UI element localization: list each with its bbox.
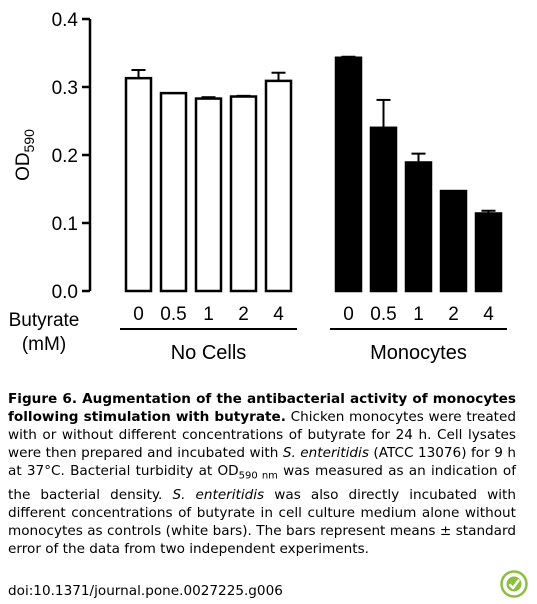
bar bbox=[439, 189, 468, 293]
x-tick-label: 4 bbox=[273, 304, 284, 325]
bar bbox=[124, 76, 153, 293]
x-axis-labels: 0 0.5 1 2 4 No Cells 0 0.5 1 2 4 Monocytes bbox=[120, 304, 507, 364]
bar bbox=[404, 161, 433, 293]
y-axis: 0.0 0.1 0.2 0.3 0.4 bbox=[52, 10, 92, 303]
x-tick-label: 2 bbox=[238, 304, 249, 325]
y-axis-label-subscript: 590 bbox=[21, 129, 37, 153]
x-axis-label-line-1: Butyrate bbox=[9, 310, 80, 331]
bar bbox=[264, 79, 293, 293]
y-tick-label: 0.0 bbox=[52, 282, 78, 303]
doi-link[interactable]: doi:10.1371/journal.pone.0027225.g006 bbox=[8, 583, 283, 599]
bar bbox=[229, 95, 258, 293]
y-axis-label: OD590 bbox=[13, 129, 37, 181]
caption-text: was also directly incubated with differe… bbox=[8, 486, 516, 557]
caption-subscript: 590 nm bbox=[238, 470, 278, 482]
caption-text: Chicken monocytes were treated with or w… bbox=[8, 409, 516, 461]
caption-text: (ATCC 13076) for 9 h at 37°C. Bacterial … bbox=[8, 445, 516, 479]
x-axis-label-line-2: (mM) bbox=[22, 334, 66, 355]
bars bbox=[124, 55, 503, 293]
bar bbox=[334, 56, 363, 293]
x-tick-label: 1 bbox=[203, 304, 214, 325]
y-tick-label: 0.2 bbox=[52, 146, 78, 167]
caption-organism: S. enteritidis bbox=[282, 445, 369, 461]
group-label: Monocytes bbox=[370, 342, 467, 364]
x-tick-label: 0 bbox=[343, 304, 354, 325]
group-label: No Cells bbox=[171, 342, 247, 364]
y-axis-label-main: OD bbox=[13, 152, 34, 181]
y-tick-label: 0.1 bbox=[52, 214, 78, 235]
y-tick-label: 0.3 bbox=[52, 78, 78, 99]
bar bbox=[474, 212, 503, 293]
bar bbox=[194, 97, 223, 293]
caption-title: Figure 6. Augmentation of the antibacter… bbox=[8, 391, 516, 425]
caption-text: was measured as an indication of the bac… bbox=[8, 463, 516, 503]
x-tick-label: 1 bbox=[413, 304, 424, 325]
bar bbox=[159, 91, 188, 293]
x-tick-label: 0.5 bbox=[370, 304, 396, 325]
bar bbox=[369, 126, 398, 293]
figure-caption: Figure 6. Augmentation of the antibacter… bbox=[8, 390, 516, 558]
x-tick-label: 0 bbox=[133, 304, 144, 325]
y-tick-label: 0.4 bbox=[52, 10, 79, 31]
x-tick-label: 0.5 bbox=[160, 304, 186, 325]
caption-organism: S. enteritidis bbox=[172, 486, 265, 503]
bar-chart: 0.0 0.1 0.2 0.3 0.4 0 0.5 1 2 4 No Cells 0 0.5 1 2 4 Mo… bbox=[9, 10, 507, 364]
plos-logo-icon[interactable] bbox=[500, 570, 528, 598]
x-tick-label: 4 bbox=[483, 304, 494, 325]
x-tick-label: 2 bbox=[448, 304, 459, 325]
